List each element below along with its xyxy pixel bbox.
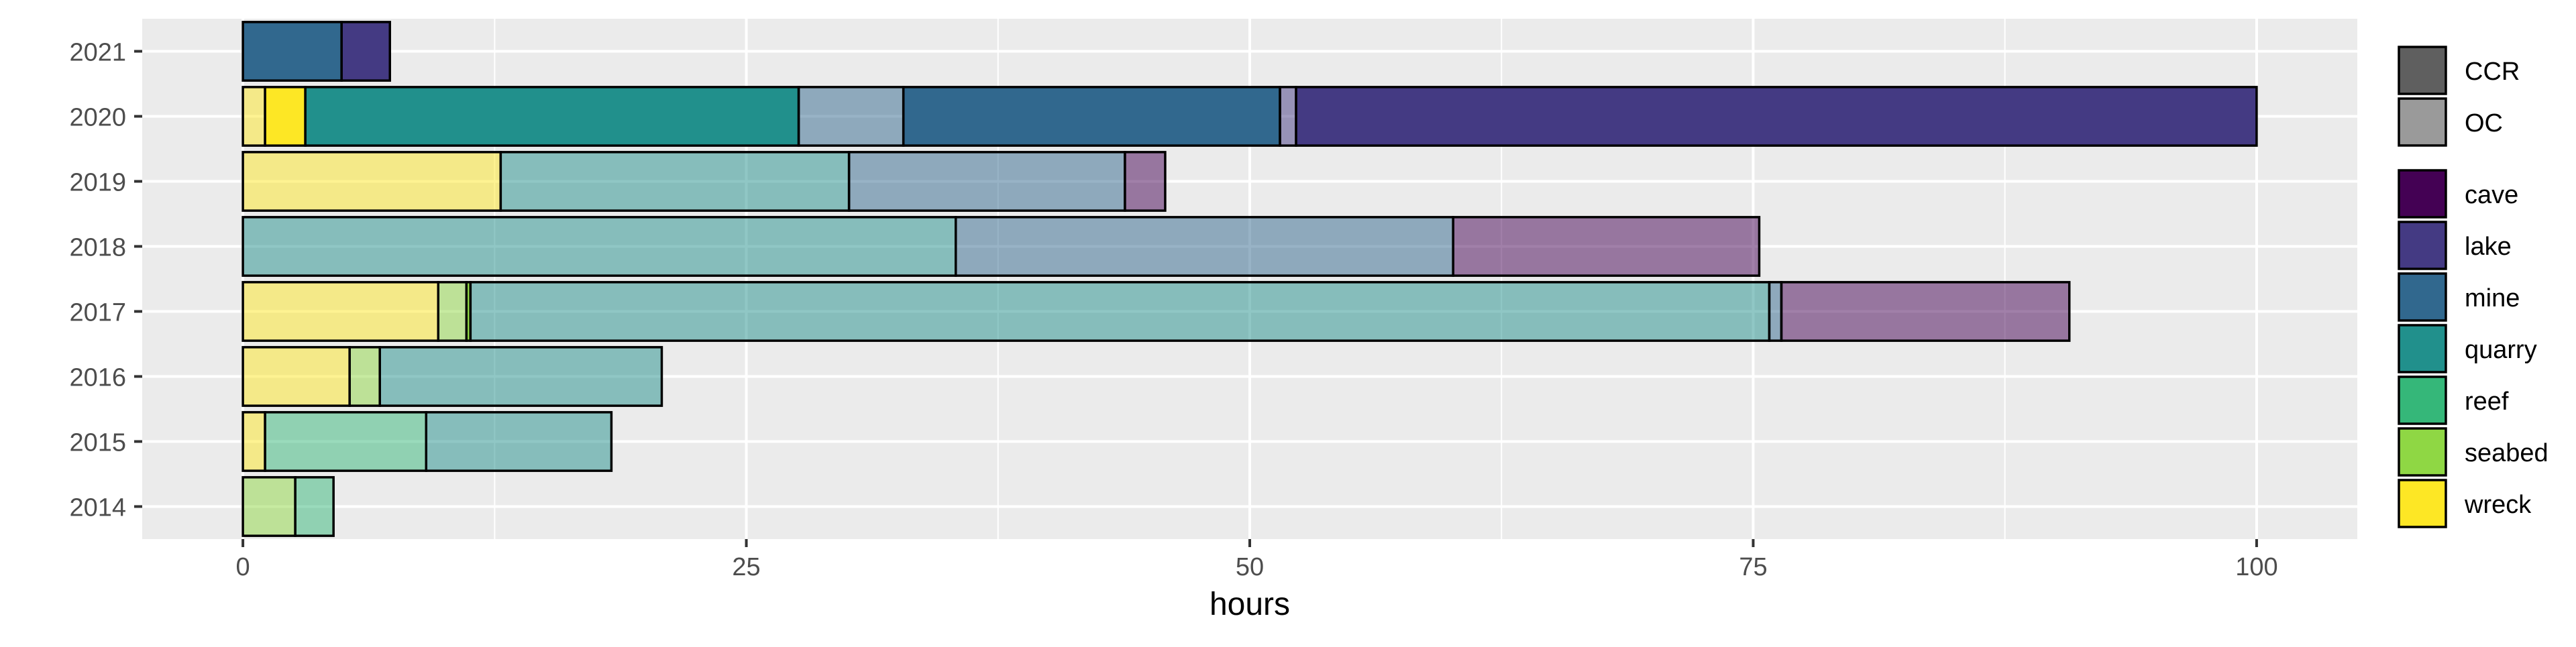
- bar-segment-2020-mine-oc: [797, 86, 905, 147]
- x-tick-label: 0: [236, 553, 250, 581]
- y-tick-label: 2021: [69, 39, 126, 67]
- bar-segment-2016-wreck-oc: [241, 346, 351, 407]
- legend-key-seabed: [2398, 427, 2447, 477]
- legend-key-wreck: [2398, 479, 2447, 528]
- legend-label: cave: [2465, 181, 2518, 209]
- bar-segment-2021-mine-ccr: [241, 21, 343, 82]
- y-tick-label: 2014: [69, 494, 126, 522]
- axes: 2014 2015 2016 2017 2018 2019 2020 2021 0 25 50 75 1…: [69, 39, 2277, 582]
- legend-label: reef: [2465, 388, 2509, 416]
- y-tick-label: 2020: [69, 104, 126, 132]
- x-tick-label: 75: [1739, 553, 1767, 581]
- legend-key-oc: [2398, 97, 2447, 147]
- x-tick-label: 100: [2235, 553, 2277, 581]
- legend-key-cave: [2398, 169, 2447, 219]
- bar-segment-2015-wreck-oc: [241, 411, 266, 472]
- legend-label: wreck: [2464, 491, 2532, 519]
- bar-segment-2018-mine-oc: [954, 216, 1454, 277]
- legend-key-mine: [2398, 272, 2447, 322]
- y-tick-label: 2018: [69, 234, 126, 262]
- legend-label: seabed: [2465, 439, 2548, 467]
- bar-segment-2014-reef-oc: [294, 476, 335, 537]
- bar-segment-2021-lake-ccr: [340, 21, 391, 82]
- bar-segment-2017-seabed-oc: [437, 281, 468, 342]
- bar-segment-2020-quarry-ccr: [304, 86, 800, 147]
- bar-segment-2020-lake-oc: [1279, 86, 1297, 147]
- legend-label: lake: [2465, 233, 2512, 261]
- legend: CCR OC cave lake mine quarry reef seabed wreck: [2398, 46, 2548, 528]
- bar-segment-2015-quarry-oc: [425, 411, 613, 472]
- bar-segment-2019-wreck-oc: [241, 151, 502, 212]
- bar-segment-2020-wreck-oc: [241, 86, 266, 147]
- bar-segment-2017-cave-oc: [1780, 281, 2071, 342]
- legend-label: CCR: [2465, 58, 2520, 86]
- bar-segment-2016-quarry-oc: [378, 346, 663, 407]
- legend-label: mine: [2465, 284, 2520, 312]
- bar-segment-2020-wreck-ccr: [264, 86, 307, 147]
- bar-segment-2014-seabed-oc: [241, 476, 297, 537]
- x-tick-label: 50: [1236, 553, 1264, 581]
- bar-segment-2019-mine-oc: [847, 151, 1126, 212]
- bar-segment-2017-quarry-oc: [469, 281, 1771, 342]
- y-tick-label: 2019: [69, 169, 126, 197]
- y-tick-label: 2017: [69, 299, 126, 327]
- bar-segment-2018-quarry-oc: [241, 216, 957, 277]
- bar-segment-2017-wreck-oc: [241, 281, 440, 342]
- y-tick-label: 2016: [69, 364, 126, 392]
- legend-key-ccr: [2398, 46, 2447, 95]
- bar-segment-2018-cave-oc: [1452, 216, 1761, 277]
- bar-segment-2015-reef-oc: [264, 411, 428, 472]
- legend-key-lake: [2398, 221, 2447, 270]
- x-axis-title: hours: [1210, 587, 1290, 622]
- bar-segment-2016-seabed-oc: [348, 346, 381, 407]
- legend-label: quarry: [2465, 336, 2537, 364]
- legend-key-quarry: [2398, 324, 2447, 373]
- x-tick-label: 25: [732, 553, 760, 581]
- bar-segment-2017-mine-oc: [1768, 281, 1783, 342]
- bar-segment-2019-quarry-oc: [499, 151, 851, 212]
- bar-segment-2019-cave-oc: [1124, 151, 1167, 212]
- bars: [241, 21, 2258, 537]
- legend-key-reef: [2398, 375, 2447, 425]
- bar-segment-2020-mine-ccr: [902, 86, 1281, 147]
- bar-segment-2020-lake-ccr: [1295, 86, 2258, 147]
- y-tick-label: 2015: [69, 429, 126, 457]
- legend-label: OC: [2465, 109, 2503, 137]
